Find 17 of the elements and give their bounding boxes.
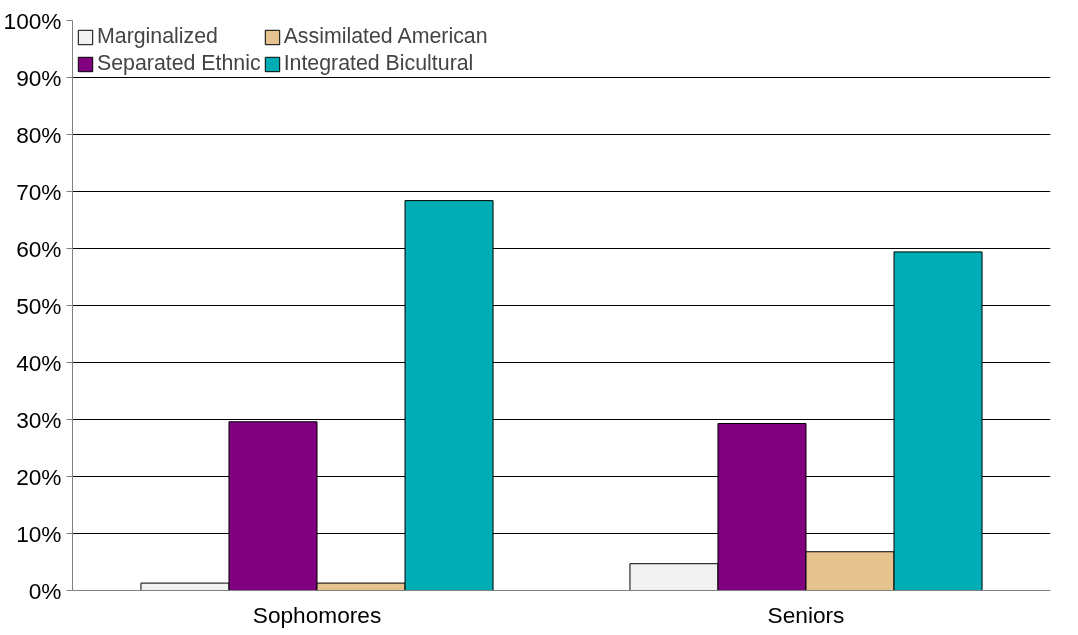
legend-label: Assimilated American: [283, 24, 488, 49]
y-tick-label: 20%: [16, 463, 62, 490]
legend-label: Marginalized: [97, 24, 218, 49]
x-tick-label: Sophomores: [252, 601, 382, 628]
legend-label: Separated Ethnic: [97, 51, 261, 76]
y-tick-label: 40%: [16, 349, 62, 376]
y-tick-label: 70%: [16, 178, 62, 205]
y-tick-label: 10%: [16, 520, 62, 547]
y-tick-label: 60%: [16, 235, 62, 262]
y-tick-label: 50%: [16, 292, 62, 319]
y-tick-label: 0%: [28, 577, 62, 604]
y-tick-label: 30%: [16, 406, 62, 433]
y-tick-label: 90%: [16, 64, 62, 91]
legend-label: Integrated Bicultural: [283, 51, 474, 76]
y-tick-label: 100%: [3, 7, 62, 34]
y-tick-label: 80%: [16, 121, 62, 148]
x-tick-label: Seniors: [767, 601, 845, 628]
